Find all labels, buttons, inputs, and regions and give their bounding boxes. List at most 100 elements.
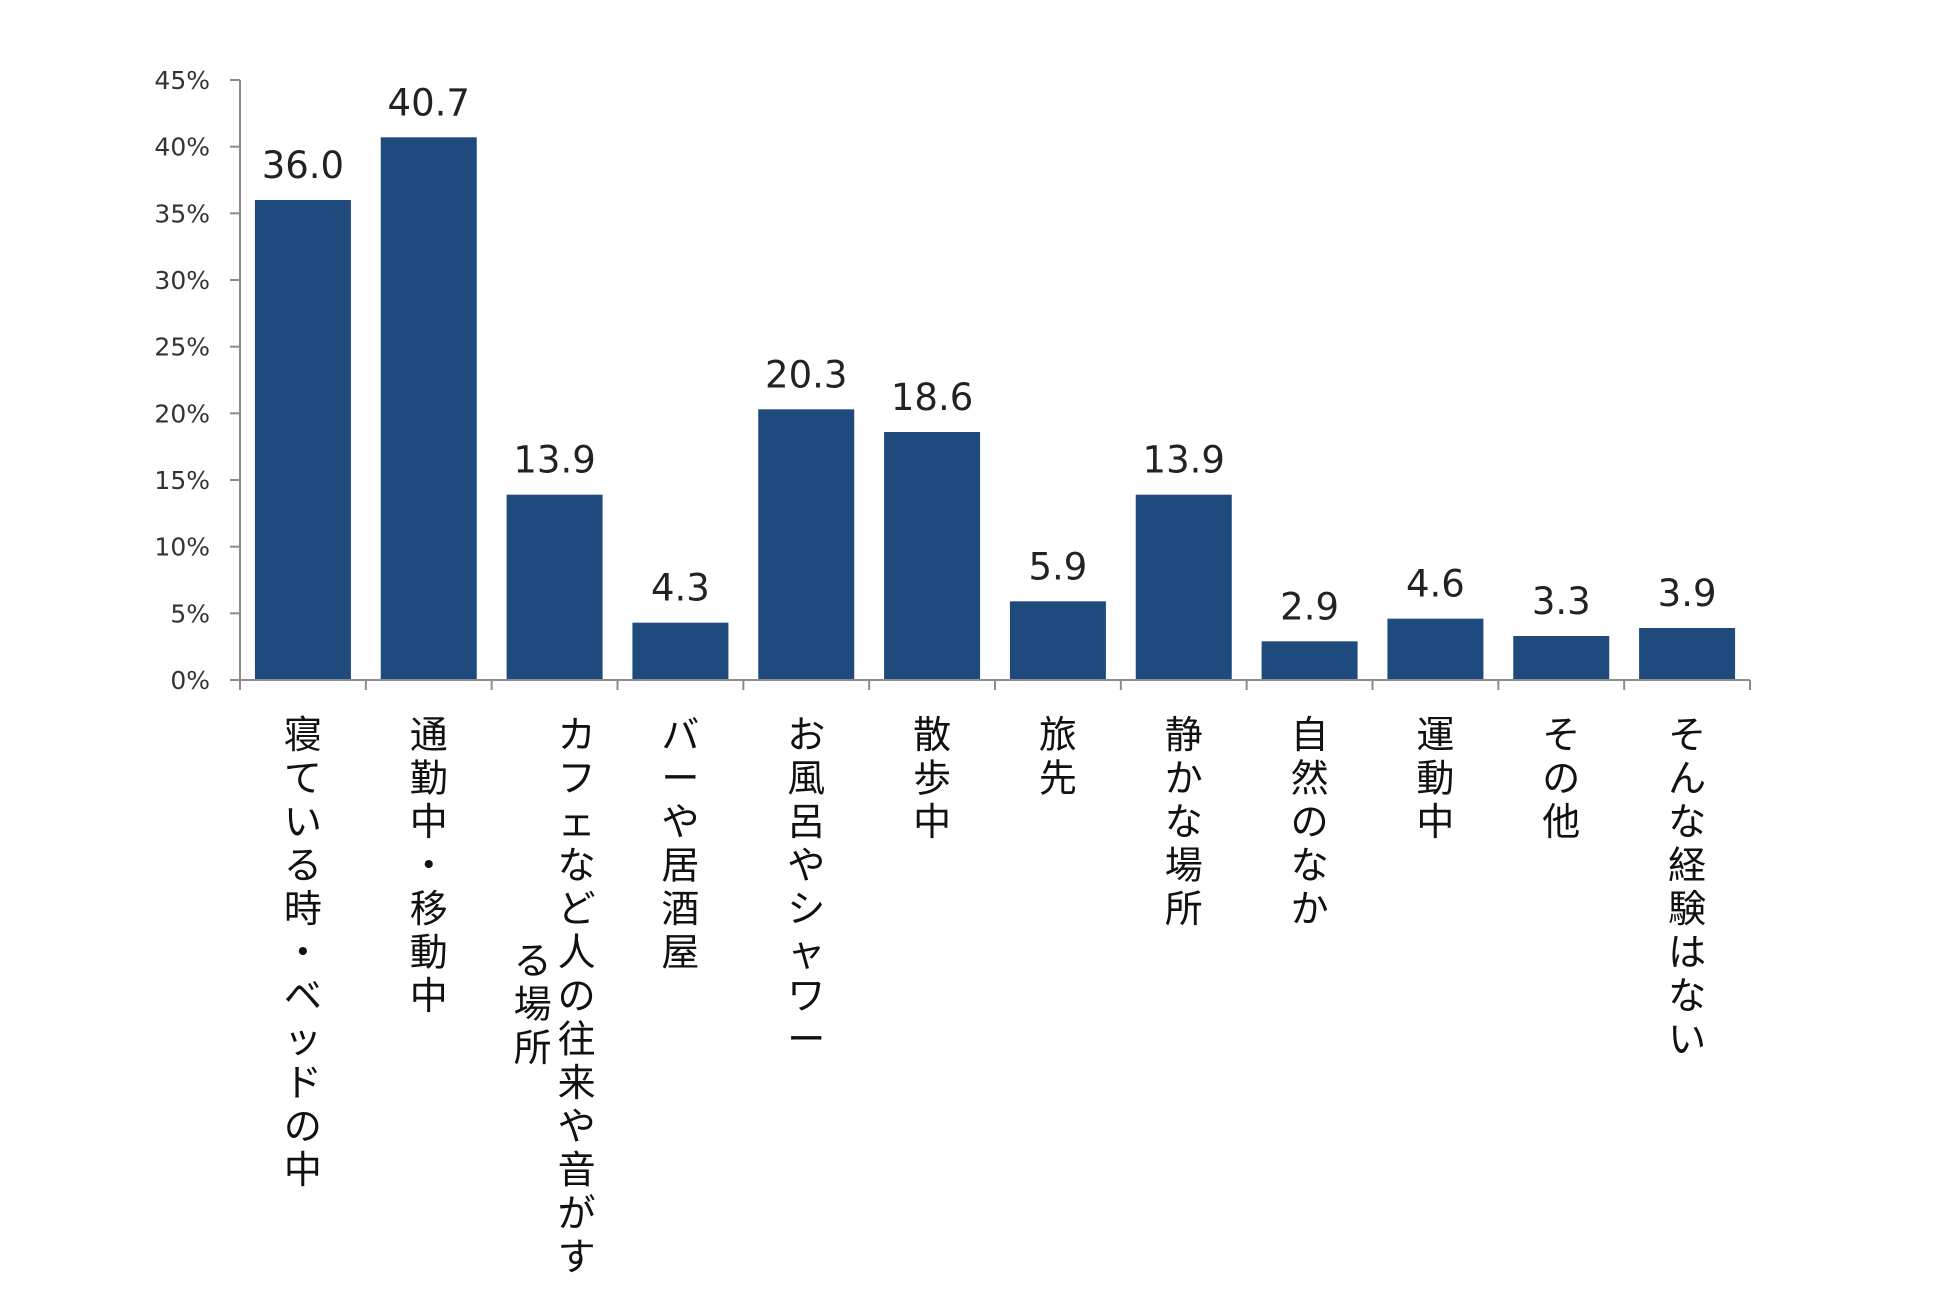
category-label-char: シ [787,887,825,931]
category-label-char: る [284,844,322,888]
category-label-char: ェ [558,800,596,844]
category-label-char: 所 [1165,887,1203,931]
category-label-char: 静 [1165,713,1203,757]
category-label-char: フ [558,757,596,801]
category-label-char: が [558,1192,596,1236]
category-label-6: 散歩中 [913,713,951,844]
category-label-char: 音 [558,1148,596,1192]
category-label-2: 通勤中・移動中 [410,713,448,1018]
category-label-char: の [1291,800,1329,844]
bar-2 [380,137,477,681]
category-label-char: 中 [913,800,951,844]
value-label-9: 2.9 [1280,585,1339,628]
category-label-char: 他 [1542,800,1580,844]
category-label-char: ワ [787,974,825,1018]
category-label-7: 旅先 [1039,713,1077,801]
value-label-3: 13.9 [513,439,595,482]
y-tick-label: 30% [154,266,210,295]
category-label-char: 旅 [1039,713,1077,757]
y-tick-label: 5% [170,599,210,628]
value-label-12: 3.9 [1658,572,1717,615]
bar-1 [254,200,351,680]
category-label-char: 来 [558,1061,596,1105]
y-tick-label: 25% [154,333,210,362]
axis-layer: 0% 5% 10% 15% 20% 25% 30% 35% 40% 45% [154,66,1751,695]
category-label-char: 然 [1291,757,1329,801]
category-label-char: カ [558,713,596,757]
value-label-11: 3.3 [1532,580,1591,623]
category-label-char: 中 [410,974,448,1018]
value-label-5: 20.3 [765,353,847,396]
category-label-char: ・ [410,844,448,888]
bar-9 [1261,641,1358,680]
category-label-char: 往 [558,1018,596,1062]
bar-5 [758,409,855,680]
category-label-char: の [284,1105,322,1149]
category-label-char: い [1668,1018,1706,1062]
value-label-7: 5.9 [1028,545,1087,588]
category-label-char: な [558,844,596,888]
category-label-char: ん [1668,757,1706,801]
y-tick-label: 45% [154,66,210,95]
category-label-char: 通 [410,713,448,757]
category-label-char: ド [284,1061,322,1105]
category-label-char: 動 [1416,757,1454,801]
category-label-char: 居 [661,844,699,888]
category-label-char: 勤 [410,757,448,801]
category-label-char: 屋 [661,931,699,975]
category-label-char: そ [1668,713,1706,757]
category-label-char: る [514,939,552,983]
value-labels-layer: 36.0 40.7 13.9 4.3 20.3 18.6 5.9 13.9 2.9 4.6 3.3 3… [262,81,1717,628]
category-label-char: バ [661,713,699,757]
category-label-char: 先 [1039,757,1077,801]
category-labels-layer: 寝ている時・ベッドの中通勤中・移動中カフェなど人の往来や音がする場所バーや居酒屋… [284,713,1706,1279]
value-label-4: 4.3 [651,567,710,610]
category-label-char: 運 [1416,713,1454,757]
category-label-char: な [1291,844,1329,888]
bar-8 [1135,494,1232,680]
category-label-char: ど [558,887,596,931]
bar-7 [1009,601,1106,680]
category-label-char: 中 [410,800,448,844]
y-tick-label: 0% [170,666,210,695]
category-label-char: 場 [514,983,552,1027]
value-label-8: 13.9 [1143,439,1225,482]
category-label-char: お [787,713,825,757]
bars-layer [254,137,1736,681]
category-label-char: 寝 [284,713,322,757]
category-label-char: ャ [787,931,825,975]
category-label-char: 歩 [913,757,951,801]
category-label-char: 中 [1416,800,1454,844]
category-label-char: ー [661,757,699,801]
value-label-6: 18.6 [891,376,973,419]
category-label-char: か [1291,887,1329,931]
category-label-char: 呂 [787,800,825,844]
y-tick-label: 20% [154,399,210,428]
value-label-1: 36.0 [262,144,344,187]
category-label-char: て [284,757,322,801]
category-label-char: 所 [514,1026,552,1070]
category-label-char: 酒 [661,887,699,931]
value-label-10: 4.6 [1406,563,1465,606]
category-label-char: な [1668,974,1706,1018]
y-tick-label: 40% [154,133,210,162]
category-label-char: 移 [410,887,448,931]
category-label-10: 運動中 [1416,713,1454,844]
category-label-char: ・ [284,931,322,975]
category-label-char: や [661,800,699,844]
category-label-char: 場 [1165,844,1203,888]
category-label-char: の [1542,757,1580,801]
category-label-char: か [1165,757,1203,801]
category-label-char: 人 [558,931,596,975]
category-label-char: は [1668,931,1706,975]
category-label-char: 経 [1668,844,1706,888]
category-label-char: ベ [284,974,322,1018]
y-tick-label: 10% [154,533,210,562]
